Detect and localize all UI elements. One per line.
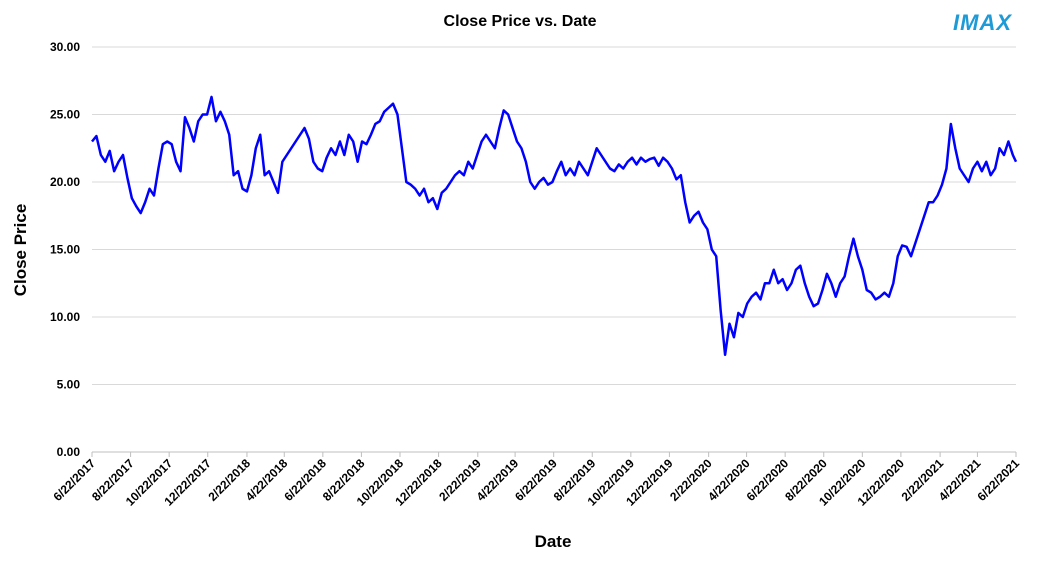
price-line: [91, 95, 1018, 357]
y-tick-label: 10.00: [50, 310, 80, 324]
x-axis-title: Date: [535, 532, 572, 551]
logo: IMAX: [953, 10, 1012, 35]
chart-title: Close Price vs. Date: [444, 13, 597, 30]
y-tick-label: 5.00: [57, 378, 81, 392]
y-tick-label: 15.00: [50, 243, 80, 257]
y-tick-label: 30.00: [50, 40, 80, 54]
y-tick-label: 25.00: [50, 108, 80, 122]
y-axis-title: Close Price: [11, 204, 30, 297]
x-tick-label: 6/22/2021: [974, 456, 1022, 504]
y-tick-label: 0.00: [57, 445, 81, 459]
y-tick-label: 20.00: [50, 175, 80, 189]
